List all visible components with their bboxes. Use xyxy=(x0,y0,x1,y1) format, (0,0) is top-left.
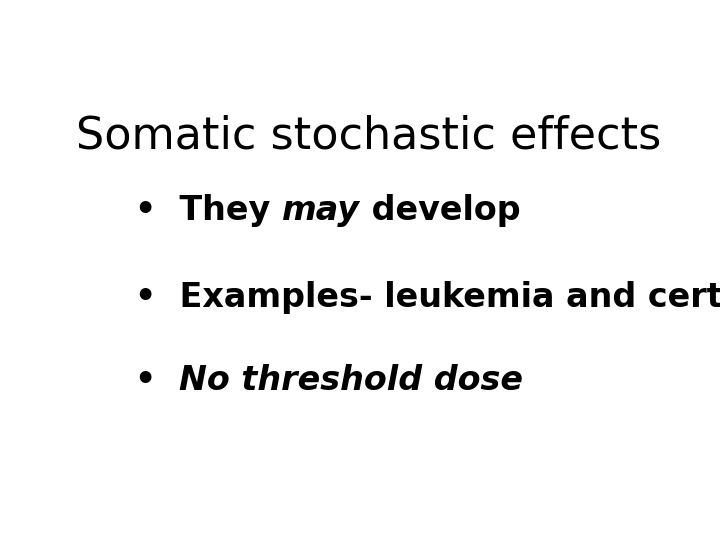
Text: No threshold dose: No threshold dose xyxy=(179,364,523,397)
Text: •  They: • They xyxy=(135,194,282,227)
Text: •: • xyxy=(135,364,179,397)
Text: may: may xyxy=(282,194,359,227)
Text: Somatic stochastic effects: Somatic stochastic effects xyxy=(76,114,662,158)
Text: •  Examples- leukemia and certain tumors: • Examples- leukemia and certain tumors xyxy=(135,281,720,314)
Text: develop: develop xyxy=(359,194,520,227)
